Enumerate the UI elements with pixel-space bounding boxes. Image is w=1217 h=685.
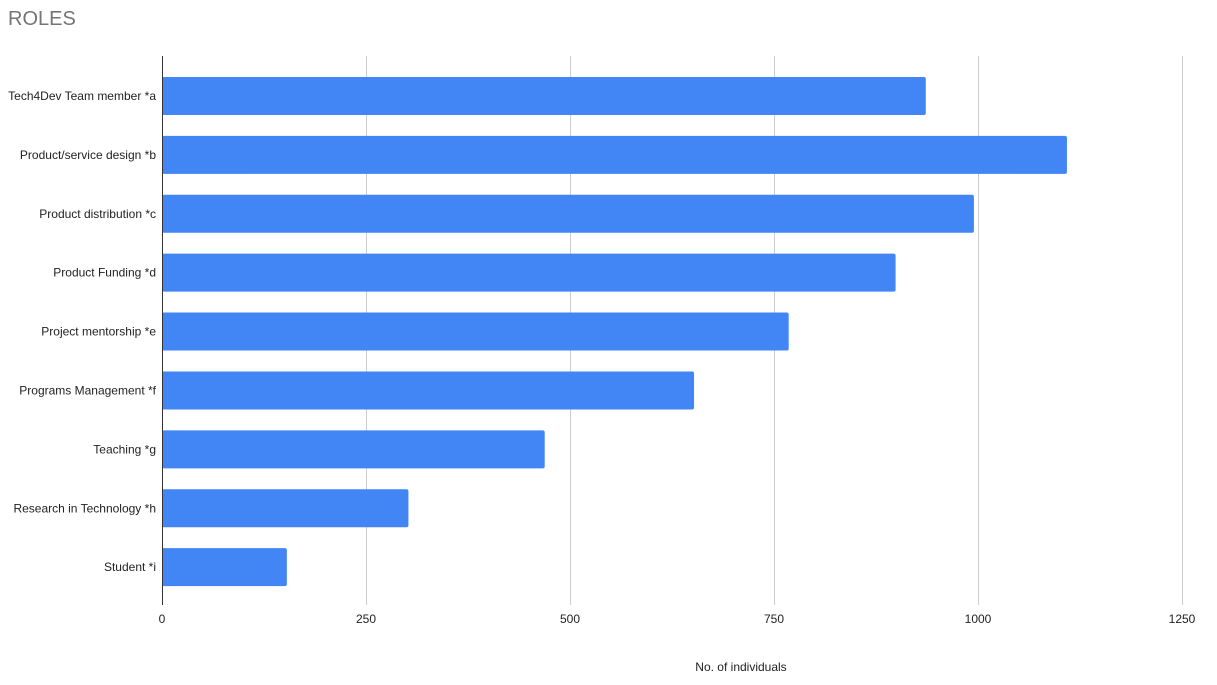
x-tick-label: 0 [159,612,166,626]
x-tick-label: 1250 [1169,612,1196,626]
category-label: Research in Technology *h [13,501,156,515]
bar[interactable] [162,430,545,469]
x-tick-label: 750 [764,612,784,626]
x-tick-labels: 0 250 500 750 1000 1250 [159,612,1196,626]
category-label: Teaching *g [93,442,156,456]
bar[interactable] [162,548,287,587]
x-tick-label: 500 [560,612,580,626]
bars [162,76,1067,587]
bar[interactable] [162,253,896,292]
bar[interactable] [162,489,409,528]
category-label: Project mentorship *e [41,325,156,339]
bar[interactable] [162,312,789,351]
category-label: Product distribution *c [39,207,156,221]
bar[interactable] [162,194,974,233]
category-label: Product/service design *b [20,148,156,162]
x-axis-title: No. of individuals [695,660,786,674]
category-label: Tech4Dev Team member *a [8,89,156,103]
chart-title: ROLES [8,8,76,30]
category-label: Programs Management *f [19,383,156,397]
category-label: Student *i [104,560,156,574]
x-tick-label: 1000 [965,612,992,626]
bar[interactable] [162,135,1067,174]
category-label: Product Funding *d [53,266,156,280]
bar[interactable] [162,371,695,410]
x-tick-label: 250 [356,612,376,626]
category-labels: Tech4Dev Team member *a Product/service d… [8,89,157,574]
bar[interactable] [162,76,926,115]
